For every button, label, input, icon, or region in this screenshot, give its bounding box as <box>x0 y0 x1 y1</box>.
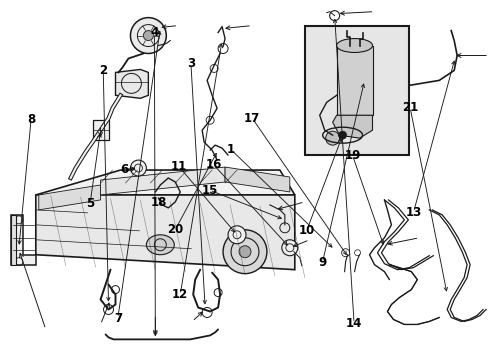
Text: 11: 11 <box>170 160 186 173</box>
Polygon shape <box>36 195 294 270</box>
Text: 18: 18 <box>151 196 167 209</box>
Text: 20: 20 <box>167 223 183 236</box>
Circle shape <box>227 226 245 244</box>
Text: 7: 7 <box>114 311 122 325</box>
Text: 9: 9 <box>318 256 326 269</box>
Text: 14: 14 <box>345 317 362 330</box>
Polygon shape <box>36 170 294 195</box>
Circle shape <box>338 131 346 139</box>
Polygon shape <box>39 185 101 210</box>
Circle shape <box>325 131 339 145</box>
Circle shape <box>130 160 146 176</box>
Ellipse shape <box>146 235 174 255</box>
Text: 15: 15 <box>201 184 217 197</box>
Text: 1: 1 <box>226 143 234 156</box>
Circle shape <box>281 240 297 256</box>
Polygon shape <box>101 167 224 195</box>
Bar <box>304 26 408 155</box>
Text: 21: 21 <box>401 101 417 114</box>
Ellipse shape <box>336 39 372 53</box>
Text: 10: 10 <box>298 224 314 237</box>
Text: 19: 19 <box>344 149 360 162</box>
Text: 13: 13 <box>405 206 421 219</box>
Text: 6: 6 <box>120 163 128 176</box>
Circle shape <box>223 230 266 274</box>
Polygon shape <box>224 167 289 192</box>
Text: 2: 2 <box>99 64 107 77</box>
Polygon shape <box>115 69 148 98</box>
Polygon shape <box>11 215 36 265</box>
Text: 17: 17 <box>244 112 260 125</box>
Bar <box>92 120 108 140</box>
Polygon shape <box>11 215 16 265</box>
Text: 4: 4 <box>150 27 158 40</box>
Text: 5: 5 <box>86 197 94 210</box>
Circle shape <box>143 31 153 41</box>
Text: 12: 12 <box>172 288 188 301</box>
Polygon shape <box>332 115 372 138</box>
Text: 16: 16 <box>205 158 222 171</box>
Circle shape <box>239 246 250 258</box>
Circle shape <box>130 18 166 54</box>
Bar <box>336 45 372 115</box>
Text: 3: 3 <box>186 57 195 70</box>
Text: 8: 8 <box>27 113 35 126</box>
